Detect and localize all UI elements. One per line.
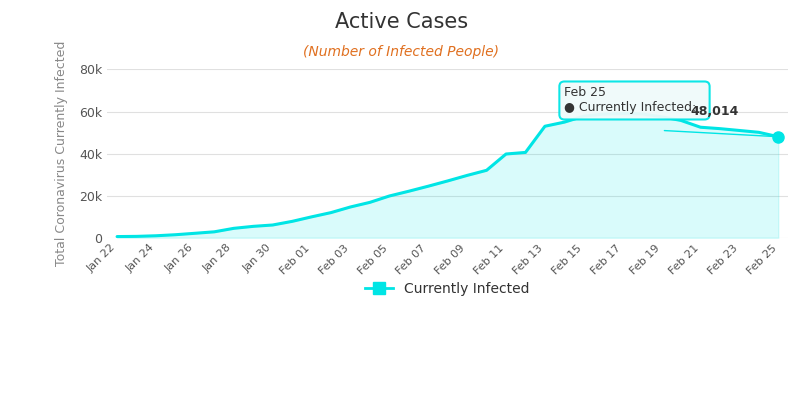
Text: Feb 25
● Currently Infected:: Feb 25 ● Currently Infected: [564,87,703,115]
Legend: Currently Infected: Currently Infected [359,276,535,302]
Y-axis label: Total Coronavirus Currently Infected: Total Coronavirus Currently Infected [55,41,68,266]
Text: 48,014: 48,014 [690,105,738,118]
Text: (Number of Infected People): (Number of Infected People) [303,45,499,59]
Text: Active Cases: Active Cases [334,12,468,33]
